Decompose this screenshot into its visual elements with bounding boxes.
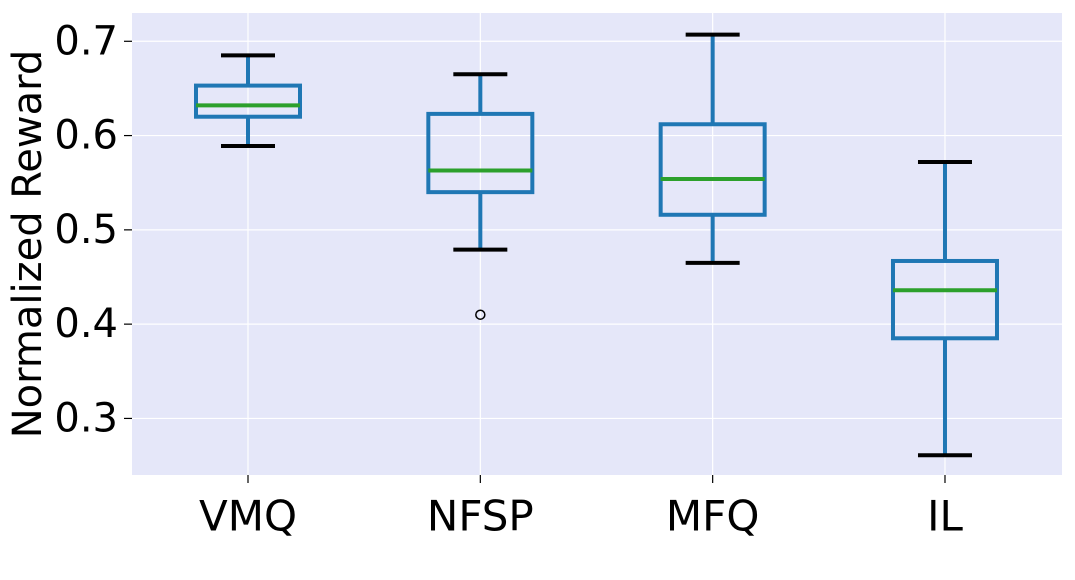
box-mfq — [658, 32, 767, 265]
x-tick-label: MFQ — [666, 492, 759, 541]
y-tick-label: 0.7 — [54, 18, 118, 64]
boxes — [194, 32, 999, 458]
box-vmq — [194, 53, 302, 148]
grid-lines — [132, 13, 1062, 475]
box-nfsp — [426, 72, 535, 320]
box-iqr — [426, 111, 535, 195]
x-axis: VMQ NFSP MFQ IL — [199, 475, 963, 541]
y-tick-label: 0.3 — [54, 395, 118, 441]
x-tick-label: VMQ — [199, 492, 297, 541]
box-iqr — [890, 258, 999, 341]
y-tick-label: 0.5 — [54, 207, 118, 253]
x-tick-label: NFSP — [427, 492, 534, 541]
box-iqr — [658, 122, 767, 217]
y-tick-label: 0.4 — [54, 301, 118, 347]
y-axis: 0.3 0.4 0.5 0.6 0.7 — [54, 18, 132, 441]
outlier-point — [475, 309, 486, 320]
box-il — [890, 159, 999, 458]
plot-area — [132, 13, 1062, 475]
y-axis-label: Normalized Reward — [5, 50, 51, 439]
x-tick-label: IL — [927, 492, 963, 541]
box-iqr — [194, 83, 302, 119]
y-tick-label: 0.6 — [54, 113, 118, 159]
